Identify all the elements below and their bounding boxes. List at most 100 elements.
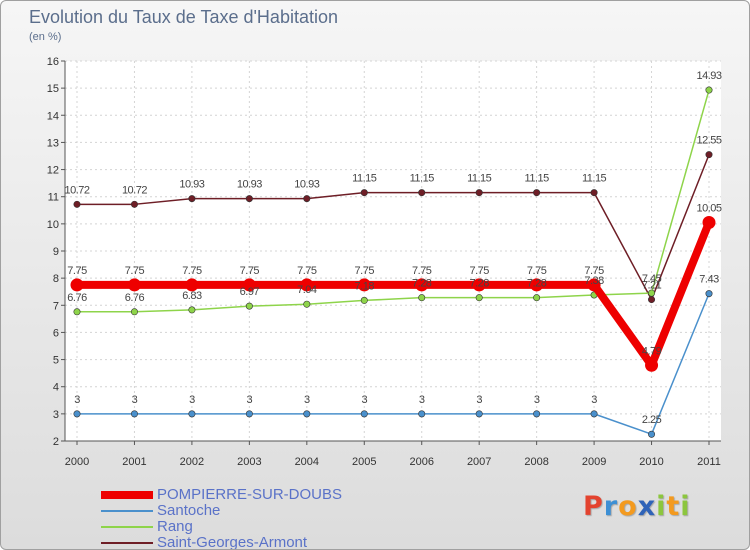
x-tick-label: 2010 bbox=[639, 456, 663, 468]
series-point-rang bbox=[303, 300, 311, 308]
x-tick-label: 2002 bbox=[180, 456, 204, 468]
data-label-rang: 14.93 bbox=[696, 70, 721, 82]
x-tick-label: 2005 bbox=[352, 456, 376, 468]
proxiti-logo: Proxiti bbox=[583, 491, 691, 522]
x-tick-label: 2000 bbox=[65, 456, 89, 468]
series-point-rang bbox=[360, 296, 368, 304]
series-point-pompierre-sur-doubs bbox=[70, 278, 84, 292]
data-label-rang: 6.83 bbox=[182, 290, 202, 302]
series-point-saint-georges-armont bbox=[648, 296, 656, 304]
y-tick-label: 4 bbox=[53, 382, 59, 394]
legend-swatch-santoche bbox=[101, 510, 153, 512]
y-tick-label: 3 bbox=[53, 409, 59, 421]
data-label-rang: 6.76 bbox=[67, 292, 87, 304]
data-label-pompierre-sur-doubs: 7.75 bbox=[355, 265, 375, 277]
data-label-pompierre-sur-doubs: 7.75 bbox=[125, 265, 145, 277]
data-label-saint-georges-armont: 10.72 bbox=[64, 184, 89, 196]
series-line-saint-georges-armont bbox=[76, 153, 710, 301]
data-label-santoche: 3 bbox=[132, 394, 138, 406]
chart-title: Evolution du Taux de Taxe d'Habitation bbox=[29, 7, 338, 27]
series-point-saint-georges-armont bbox=[303, 195, 311, 203]
series-point-pompierre-sur-doubs bbox=[645, 358, 659, 372]
series-point-saint-georges-armont bbox=[360, 189, 368, 197]
y-tick-label: 5 bbox=[53, 355, 59, 367]
x-tick-label: 2008 bbox=[524, 456, 548, 468]
data-label-pompierre-sur-doubs: 7.75 bbox=[584, 265, 604, 277]
legend-swatch-rang bbox=[101, 526, 153, 528]
data-label-santoche: 3 bbox=[419, 394, 425, 406]
logo-letter: o bbox=[618, 491, 638, 522]
series-point-saint-georges-armont bbox=[418, 189, 426, 197]
series-point-santoche bbox=[475, 410, 483, 418]
series-point-rang bbox=[418, 294, 426, 302]
series-point-saint-georges-armont bbox=[245, 195, 253, 203]
data-label-santoche: 7.43 bbox=[699, 274, 719, 286]
plot-area bbox=[65, 61, 721, 441]
logo-letter: P bbox=[583, 491, 604, 522]
x-tick-label: 2007 bbox=[467, 456, 491, 468]
y-tick-label: 6 bbox=[53, 327, 59, 339]
series-point-santoche bbox=[303, 410, 311, 418]
data-label-santoche: 3 bbox=[74, 394, 80, 406]
series-point-saint-georges-armont bbox=[73, 200, 81, 208]
series-point-santoche bbox=[533, 410, 541, 418]
series-point-santoche bbox=[418, 410, 426, 418]
data-label-saint-georges-armont: 11.15 bbox=[582, 173, 607, 185]
series-point-santoche bbox=[73, 410, 81, 418]
logo-letter: i bbox=[656, 491, 667, 522]
data-label-pompierre-sur-doubs: 7.75 bbox=[412, 265, 432, 277]
data-label-saint-georges-armont: 10.93 bbox=[294, 179, 319, 191]
series-point-santoche bbox=[130, 410, 138, 418]
legend-swatch-saint-georges-armont bbox=[101, 542, 153, 544]
series-point-rang bbox=[705, 86, 713, 94]
series-point-rang bbox=[130, 308, 138, 316]
data-label-rang: 6.97 bbox=[240, 286, 260, 298]
grid-layer bbox=[65, 60, 721, 442]
data-label-saint-georges-armont: 10.93 bbox=[237, 179, 262, 191]
data-label-santoche: 3 bbox=[247, 394, 253, 406]
data-label-saint-georges-armont: 10.93 bbox=[179, 179, 204, 191]
series-point-pompierre-sur-doubs bbox=[587, 278, 601, 292]
data-label-saint-georges-armont: 11.15 bbox=[410, 173, 435, 185]
series-point-rang bbox=[245, 302, 253, 310]
axes-layer: 2 3 4 5 6 7 8 9 10 11 12 13 14 15 16 2000 2001 2002 2003 20… bbox=[47, 56, 721, 468]
legend-item-pompierre: POMPIERRE-SUR-DOUBS bbox=[101, 487, 342, 503]
series-point-rang bbox=[533, 294, 541, 302]
data-label-rang: 6.76 bbox=[125, 292, 145, 304]
legend-label-pompierre: POMPIERRE-SUR-DOUBS bbox=[157, 486, 343, 503]
data-labels-layer: 10.72 10.72 10.93 10.93 10.93 11.15 11.15 11.15… bbox=[64, 70, 722, 426]
y-tick-label: 15 bbox=[47, 83, 59, 95]
y-tick-label: 9 bbox=[53, 246, 59, 258]
legend: POMPIERRE-SUR-DOUBS Santoche Rang Saint-… bbox=[101, 487, 342, 549]
data-label-rang: 7.28 bbox=[527, 278, 547, 290]
y-tick-label: 2 bbox=[53, 436, 59, 448]
x-tick-label: 2004 bbox=[295, 456, 319, 468]
data-label-santoche: 2.25 bbox=[642, 414, 662, 426]
series-point-pompierre-sur-doubs bbox=[357, 278, 371, 292]
data-label-pompierre-sur-doubs: 7.75 bbox=[240, 265, 260, 277]
data-label-saint-georges-armont: 7.21 bbox=[642, 280, 662, 292]
series-point-santoche bbox=[648, 430, 656, 438]
series-layer bbox=[70, 86, 716, 438]
data-label-santoche: 3 bbox=[361, 394, 367, 406]
series-point-rang bbox=[648, 289, 656, 297]
legend-item-santoche: Santoche bbox=[101, 503, 342, 519]
y-tick-label: 12 bbox=[47, 165, 59, 177]
series-point-pompierre-sur-doubs bbox=[300, 278, 314, 292]
y-tick-label: 10 bbox=[47, 219, 59, 231]
data-label-rang: 7.28 bbox=[412, 278, 432, 290]
series-point-pompierre-sur-doubs bbox=[472, 278, 486, 292]
series-point-santoche bbox=[360, 410, 368, 418]
series-point-saint-georges-armont bbox=[475, 189, 483, 197]
series-point-rang bbox=[73, 308, 81, 316]
logo-letter: x bbox=[637, 491, 657, 522]
series-point-saint-georges-armont bbox=[188, 195, 196, 203]
data-label-rang: 7.38 bbox=[584, 275, 604, 287]
y-tick-label: 13 bbox=[47, 137, 59, 149]
series-point-pompierre-sur-doubs bbox=[530, 278, 544, 292]
series-point-saint-georges-armont bbox=[130, 200, 138, 208]
series-point-rang bbox=[475, 294, 483, 302]
y-tick-label: 11 bbox=[48, 192, 59, 204]
data-label-santoche: 3 bbox=[534, 394, 540, 406]
